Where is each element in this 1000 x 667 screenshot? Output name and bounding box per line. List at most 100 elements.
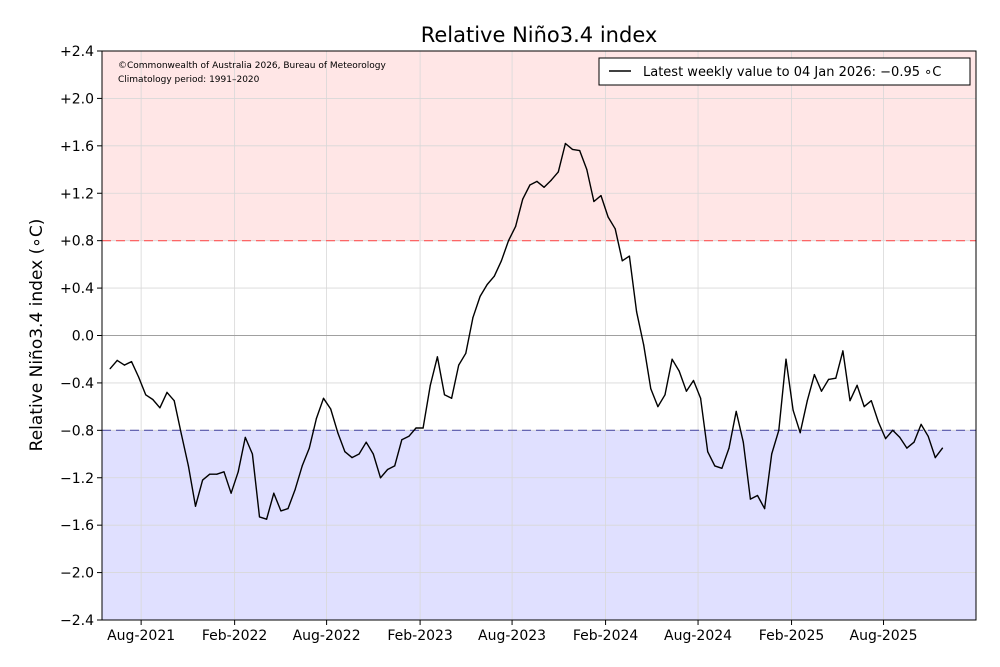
- data-point: [287, 508, 289, 510]
- x-tick-label: Feb-2022: [202, 628, 267, 644]
- data-point: [799, 432, 801, 434]
- data-point: [685, 390, 688, 392]
- data-point: [934, 457, 936, 459]
- data-point: [330, 408, 332, 410]
- series-layer: [109, 142, 944, 520]
- data-point: [458, 364, 460, 366]
- y-tick-label: −1.6: [60, 518, 94, 534]
- y-tick-label: −2.4: [60, 613, 94, 629]
- data-point: [892, 429, 894, 431]
- data-point: [586, 168, 588, 171]
- data-point: [372, 453, 374, 455]
- x-tick-label: Aug-2021: [107, 628, 175, 644]
- data-point: [564, 142, 567, 145]
- data-point: [536, 180, 538, 182]
- legend-entry: Latest weekly value to 04 Jan 2026: −0.9…: [643, 65, 941, 80]
- data-point: [358, 453, 360, 455]
- data-point: [315, 417, 317, 420]
- data-point: [636, 311, 638, 313]
- data-point: [820, 390, 823, 392]
- data-point: [422, 427, 424, 429]
- data-point: [145, 394, 147, 396]
- data-point: [472, 317, 474, 319]
- data-point: [792, 409, 794, 411]
- data-point: [643, 344, 645, 346]
- data-point: [166, 391, 168, 393]
- data-point: [593, 200, 595, 203]
- data-point: [351, 457, 353, 459]
- data-point: [785, 358, 787, 360]
- data-point: [913, 441, 915, 443]
- data-point: [507, 240, 510, 242]
- data-point: [707, 451, 709, 453]
- data-point: [607, 216, 609, 218]
- data-point: [877, 421, 880, 423]
- data-point: [515, 225, 517, 227]
- data-point: [778, 429, 780, 431]
- data-point: [628, 255, 631, 257]
- data-point: [870, 400, 872, 402]
- data-point: [266, 518, 268, 520]
- data-point: [650, 388, 652, 390]
- data-point: [173, 400, 175, 402]
- copyright-note: ©Commonwealth of Australia 2026, Bureau …: [118, 61, 387, 71]
- data-point: [714, 465, 716, 467]
- data-point: [771, 453, 773, 455]
- data-point: [842, 350, 844, 352]
- data-point: [614, 228, 616, 230]
- data-point: [159, 407, 161, 409]
- data-point: [657, 406, 659, 408]
- data-point: [486, 283, 488, 286]
- data-point: [394, 465, 396, 467]
- x-tick-label: Aug-2025: [850, 628, 918, 644]
- x-tick-label: Aug-2024: [664, 628, 732, 644]
- x-tick-label: Feb-2025: [759, 628, 824, 644]
- x-tick-label: Feb-2023: [387, 628, 452, 644]
- data-point: [863, 406, 865, 408]
- data-point: [735, 410, 737, 412]
- data-point: [308, 447, 310, 449]
- data-point: [451, 397, 453, 399]
- data-point: [194, 505, 197, 507]
- data-point: [202, 479, 204, 481]
- data-point: [436, 356, 438, 358]
- chart-title: Relative Niño3.4 index: [421, 23, 658, 47]
- data-point: [849, 400, 851, 402]
- data-point: [244, 436, 246, 438]
- y-tick-label: +2.0: [60, 91, 94, 107]
- y-tick-label: 0.0: [72, 329, 94, 345]
- y-tick-label: +2.4: [60, 44, 94, 60]
- data-point: [408, 435, 410, 437]
- data-point: [571, 148, 574, 150]
- data-point: [522, 198, 524, 200]
- data-point: [230, 492, 232, 494]
- data-point: [116, 359, 118, 361]
- data-point: [251, 453, 253, 455]
- data-point: [479, 295, 481, 297]
- legend: Latest weekly value to 04 Jan 2026: −0.9…: [598, 57, 971, 86]
- data-point: [387, 468, 389, 471]
- threshold-lines: [102, 240, 976, 431]
- y-tick-label: −1.2: [60, 471, 94, 487]
- y-tick-label: +1.6: [60, 139, 94, 155]
- data-point: [465, 352, 467, 354]
- data-point: [856, 384, 858, 386]
- data-point: [920, 423, 922, 425]
- y-tick-label: −2.0: [60, 566, 94, 582]
- data-point: [806, 400, 808, 402]
- data-point: [813, 374, 816, 376]
- climatology-note: Climatology period: 1991–2020: [118, 75, 260, 85]
- legend-box: [598, 57, 971, 86]
- data-point: [344, 451, 346, 453]
- data-point: [294, 489, 296, 491]
- data-point: [379, 477, 382, 479]
- data-point: [621, 260, 623, 262]
- x-axis-ticks: Aug-2021 Feb-2022 Aug-2022 Feb-2023 Aug-2023…: [107, 620, 918, 644]
- data-point: [742, 441, 744, 443]
- data-point: [180, 433, 182, 435]
- data-point: [749, 498, 752, 500]
- data-point: [443, 394, 446, 396]
- y-axis-label: Relative Niño3.4 index (∘C): [27, 219, 47, 452]
- x-tick-label: Aug-2022: [293, 628, 361, 644]
- data-point: [721, 467, 723, 469]
